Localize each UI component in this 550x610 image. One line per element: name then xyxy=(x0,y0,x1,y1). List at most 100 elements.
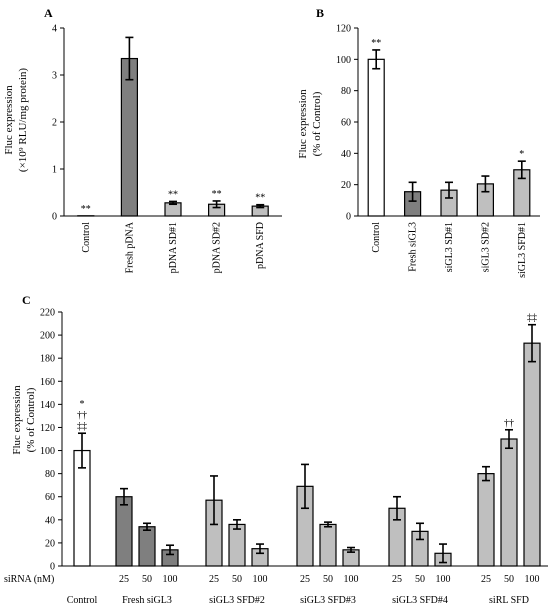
panel-b-ylabel-line1: Fluc expression xyxy=(297,89,309,159)
panel-a-ylabel-line2: (×10⁹ RLU/mg protein) xyxy=(17,68,29,172)
panel-b-y-axis-ticks: 0 20 40 60 80 100 120 xyxy=(336,24,358,223)
panel-a: A Fluc expression (×10⁹ RLU/mg protein) … xyxy=(3,6,282,273)
dose-label: 100 xyxy=(163,574,178,585)
category-label: pDNA SD#2 xyxy=(212,222,223,273)
category-label: pDNA SFD xyxy=(255,222,266,269)
significance-marker: * xyxy=(519,149,524,160)
dose-label: 50 xyxy=(232,574,242,585)
significance-marker: ‡‡ xyxy=(527,313,537,324)
category-label: siGL3 SFD#1 xyxy=(517,222,528,278)
dose-label: 25 xyxy=(300,574,310,585)
dose-label: 100 xyxy=(436,574,451,585)
panel-b-letter: B xyxy=(316,6,324,20)
category-label: siGL3 SD#1 xyxy=(444,222,455,272)
panel-b-category-labels: Control Fresh siGL3 siGL3 SD#1 siGL3 SD#2 si… xyxy=(371,222,528,278)
group-label: siRL SFD xyxy=(489,595,529,606)
panel-c-y-axis-ticks: 0 20 40 60 80 100 120 140 160 180 200 220 xyxy=(40,308,62,573)
panel-c: C Fluc expression (% of Control) siRNA (… xyxy=(4,293,548,606)
panel-c-ylabel-line2: (% of Control) xyxy=(25,387,37,452)
panel-a-annotations: ** ** ** ** xyxy=(81,189,265,215)
y-tick-label: 180 xyxy=(40,354,55,365)
y-tick-label: 60 xyxy=(45,492,55,503)
y-tick-label: 100 xyxy=(336,55,351,66)
y-tick-label: 100 xyxy=(40,446,55,457)
y-tick-label: 0 xyxy=(346,212,351,223)
dose-label: 25 xyxy=(392,574,402,585)
panel-a-ylabel-line1: Fluc expression xyxy=(3,85,15,155)
y-tick-label: 3 xyxy=(52,71,57,82)
dose-label: 25 xyxy=(119,574,129,585)
category-label: pDNA SD#1 xyxy=(168,222,179,273)
y-tick-label: 60 xyxy=(341,118,351,129)
panel-a-y-axis-ticks: 0 1 2 3 4 xyxy=(52,24,64,223)
dose-label: 100 xyxy=(344,574,359,585)
y-tick-label: 120 xyxy=(40,423,55,434)
y-tick-label: 0 xyxy=(50,562,55,573)
y-tick-label: 4 xyxy=(52,24,57,35)
bar xyxy=(138,526,156,567)
dose-label: 25 xyxy=(481,574,491,585)
y-tick-label: 80 xyxy=(341,86,351,97)
bar xyxy=(120,57,139,217)
dose-label: 50 xyxy=(142,574,152,585)
significance-marker: ** xyxy=(212,189,222,200)
y-tick-label: 80 xyxy=(45,469,55,480)
significance-marker: ** xyxy=(168,189,178,200)
significance-marker: ** xyxy=(255,193,265,204)
panel-a-error-bars xyxy=(125,36,265,209)
panel-c-ylabel-line1: Fluc expression xyxy=(11,385,23,455)
significance-marker: ** xyxy=(81,204,91,215)
y-tick-label: 0 xyxy=(52,212,57,223)
panel-c-dose-labels: 25 50 100 25 50 100 25 50 100 25 50 100 25 50 100 xyxy=(119,574,540,585)
panel-b: B Fluc expression (% of Control) 0 20 40 60… xyxy=(297,6,540,278)
y-tick-label: 20 xyxy=(341,180,351,191)
category-label: Fresh siGL3 xyxy=(408,222,419,272)
y-tick-label: 140 xyxy=(40,400,55,411)
panel-c-group-labels: Control Fresh siGL3 siGL3 SFD#2 siGL3 SFD#3… xyxy=(67,595,529,606)
bar xyxy=(523,342,541,567)
bar xyxy=(319,523,337,567)
significance-marker: ** xyxy=(371,38,381,49)
significance-marker: †† xyxy=(77,410,87,421)
panel-c-letter: C xyxy=(22,293,31,307)
bar xyxy=(367,58,385,217)
y-tick-label: 40 xyxy=(341,149,351,160)
group-label: siGL3 SFD#3 xyxy=(300,595,356,606)
panel-c-error-bars xyxy=(78,323,536,564)
dose-label: 50 xyxy=(415,574,425,585)
y-tick-label: 2 xyxy=(52,118,57,129)
y-tick-label: 160 xyxy=(40,377,55,388)
panel-b-ylabel-line2: (% of Control) xyxy=(311,91,323,156)
panel-c-annotations: *††‡‡ ††‡‡ xyxy=(77,313,537,433)
panel-a-letter: A xyxy=(44,6,53,20)
dose-label: 100 xyxy=(253,574,268,585)
category-label: Fresh pDNA xyxy=(124,221,135,273)
significance-marker: ‡‡ xyxy=(77,421,87,432)
y-tick-label: 20 xyxy=(45,538,55,549)
dose-label: 100 xyxy=(525,574,540,585)
category-label: siGL3 SD#2 xyxy=(480,222,491,272)
y-tick-label: 1 xyxy=(52,165,57,176)
group-label: Control xyxy=(67,595,98,606)
category-label: Control xyxy=(371,222,382,253)
y-tick-label: 120 xyxy=(336,24,351,35)
dose-label: 25 xyxy=(209,574,219,585)
y-tick-label: 220 xyxy=(40,308,55,319)
y-tick-label: 200 xyxy=(40,331,55,342)
panel-c-sirna-label: siRNA (nM) xyxy=(4,574,54,585)
category-label: Control xyxy=(81,222,92,253)
significance-marker: †† xyxy=(504,418,514,429)
dose-label: 50 xyxy=(504,574,514,585)
panel-c-bars xyxy=(73,342,541,567)
bar xyxy=(477,473,495,567)
panel-b-annotations: *** xyxy=(371,38,524,160)
bar xyxy=(115,496,133,567)
significance-marker: * xyxy=(80,399,85,410)
bar xyxy=(500,438,518,567)
bar xyxy=(228,523,246,567)
panel-a-category-labels: Control Fresh pDNA pDNA SD#1 pDNA SD#2 pDNA … xyxy=(81,221,266,273)
group-label: Fresh siGL3 xyxy=(122,595,172,606)
dose-label: 50 xyxy=(323,574,333,585)
group-label: siGL3 SFD#2 xyxy=(209,595,265,606)
